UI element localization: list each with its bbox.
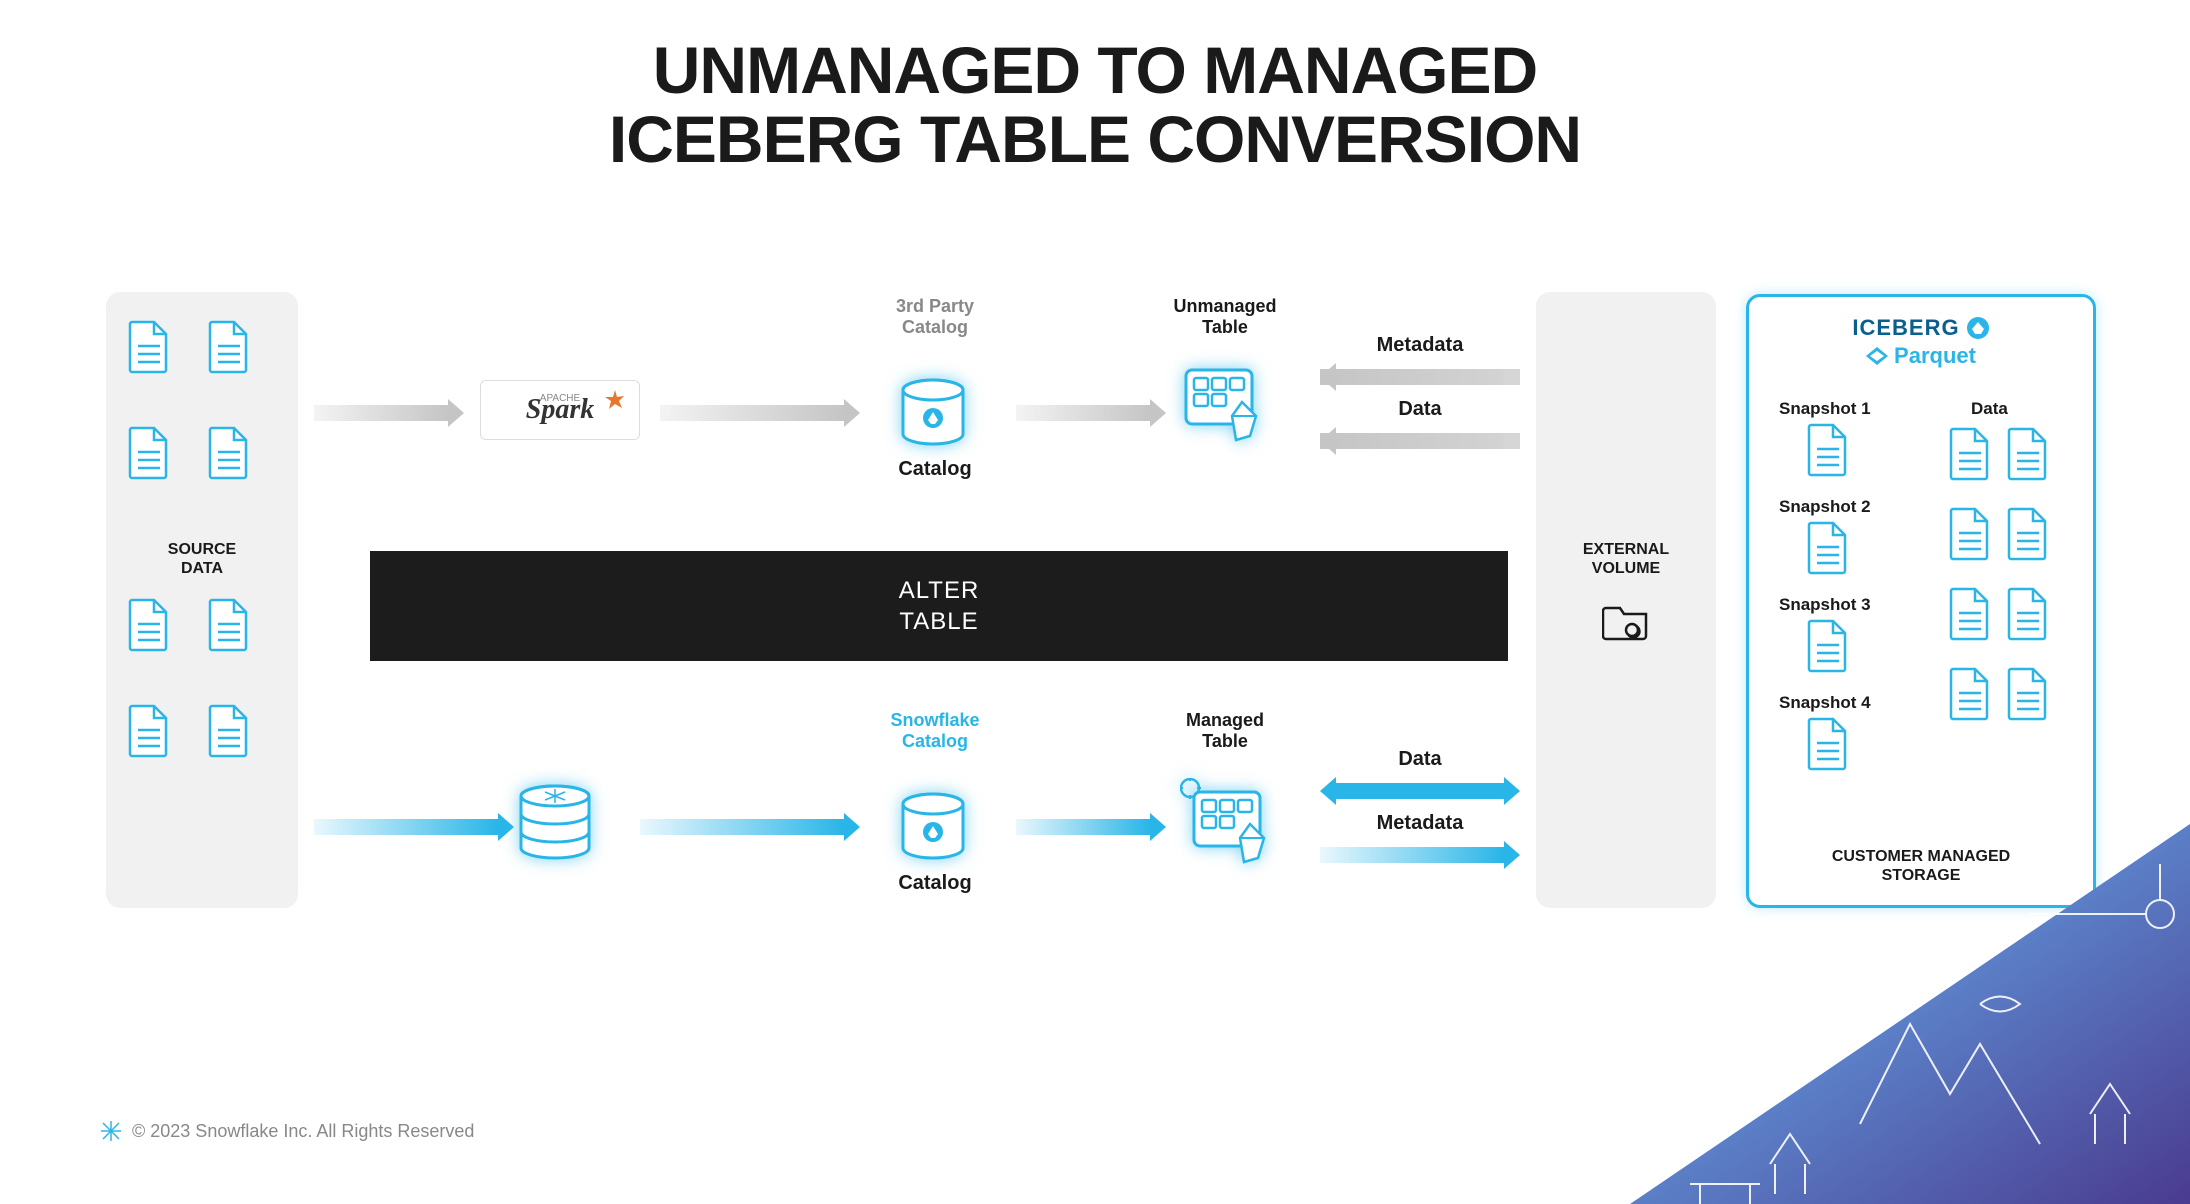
- snapshot-label: Snapshot 2: [1779, 497, 1871, 517]
- snapshot-label: Snapshot 4: [1779, 693, 1871, 713]
- data-file-icon: [1949, 667, 1991, 721]
- iceberg-logo-text: ICEBERG: [1852, 315, 1989, 341]
- third-party-catalog-label-top: 3rd Party Catalog: [870, 296, 1000, 337]
- source-file-icon: [128, 426, 170, 480]
- title-line1: UNMANAGED TO MANAGED: [0, 36, 2190, 105]
- folder-link-icon: [1602, 598, 1650, 642]
- flow-arrow: [660, 398, 860, 428]
- flow-arrow: [1320, 776, 1520, 806]
- flow-arrow: [1320, 362, 1520, 392]
- source-file-icon: [208, 320, 250, 374]
- snowflake-catalog-icon: [900, 792, 966, 864]
- flow-arrow: [1016, 398, 1166, 428]
- source-file-icon: [208, 598, 250, 652]
- arrow-label: Metadata: [1320, 812, 1520, 835]
- flow-arrow: [314, 812, 514, 842]
- flow-arrow: [1016, 812, 1166, 842]
- copyright-footer: © 2023 Snowflake Inc. All Rights Reserve…: [100, 1120, 474, 1142]
- external-volume-label: EXTERNAL VOLUME: [1536, 540, 1716, 578]
- data-file-icon: [2007, 587, 2049, 641]
- spark-star-icon: [603, 389, 627, 413]
- flow-arrow: [1320, 426, 1520, 456]
- managed-table-label: Managed Table: [1150, 710, 1300, 751]
- storage-footer-label: CUSTOMER MANAGED STORAGE: [1749, 847, 2093, 885]
- data-file-icon: [2007, 667, 2049, 721]
- spark-box: APACHE Spark: [480, 380, 640, 440]
- snapshot-file-icon: [1807, 423, 1849, 477]
- data-file-icon: [1949, 507, 1991, 561]
- source-file-icon: [128, 704, 170, 758]
- snapshot-label: Snapshot 1: [1779, 399, 1871, 419]
- alter-table-bar: ALTER TABLE: [370, 551, 1508, 661]
- third-party-catalog-icon: [900, 378, 966, 450]
- snapshot-file-icon: [1807, 717, 1849, 771]
- source-data-label: SOURCE DATA: [106, 540, 298, 578]
- arrow-label: Metadata: [1320, 334, 1520, 357]
- source-file-icon: [208, 704, 250, 758]
- unmanaged-table-icon: [1180, 364, 1270, 450]
- parquet-logo-text: Parquet: [1749, 343, 2093, 369]
- external-volume-panel: EXTERNAL VOLUME: [1536, 292, 1716, 908]
- snowflake-db-icon: [516, 784, 594, 866]
- flow-arrow: [640, 812, 860, 842]
- data-file-icon: [1949, 587, 1991, 641]
- snowflake-logo-icon: [100, 1120, 122, 1142]
- source-file-icon: [208, 426, 250, 480]
- snapshot-file-icon: [1807, 521, 1849, 575]
- snowflake-catalog-label-top: Snowflake Catalog: [870, 710, 1000, 751]
- source-data-panel: SOURCE DATA: [106, 292, 298, 908]
- flow-arrow: [1320, 840, 1520, 870]
- source-file-icon: [128, 598, 170, 652]
- data-file-icon: [2007, 507, 2049, 561]
- unmanaged-table-label: Unmanaged Table: [1150, 296, 1300, 337]
- title-line2: ICEBERG TABLE CONVERSION: [0, 105, 2190, 174]
- iceberg-icon: [1966, 316, 1990, 340]
- parquet-icon: [1866, 347, 1888, 365]
- source-file-icon: [128, 320, 170, 374]
- storage-data-label: Data: [1971, 399, 2008, 419]
- flow-arrow: [314, 398, 464, 428]
- data-file-icon: [2007, 427, 2049, 481]
- snapshot-label: Snapshot 3: [1779, 595, 1871, 615]
- arrow-label: Data: [1320, 398, 1520, 421]
- third-party-catalog-label-bottom: Catalog: [870, 458, 1000, 481]
- snowflake-catalog-label-bottom: Catalog: [870, 872, 1000, 895]
- data-file-icon: [1949, 427, 1991, 481]
- customer-managed-storage-panel: ICEBERG Parquet Snapshot 1 Snapshot 2 Snap…: [1746, 294, 2096, 908]
- page-title: UNMANAGED TO MANAGED ICEBERG TABLE CONVE…: [0, 36, 2190, 175]
- arrow-label: Data: [1320, 748, 1520, 771]
- snapshot-file-icon: [1807, 619, 1849, 673]
- managed-table-icon: [1180, 778, 1270, 864]
